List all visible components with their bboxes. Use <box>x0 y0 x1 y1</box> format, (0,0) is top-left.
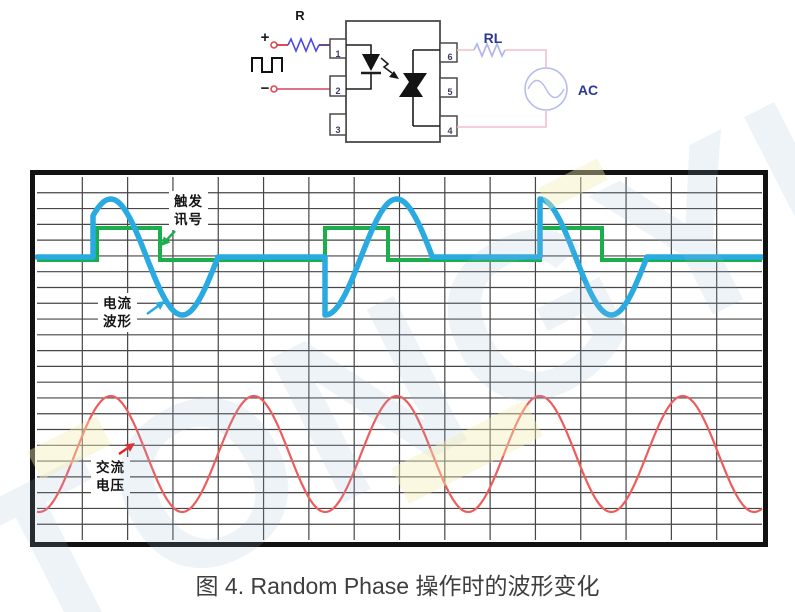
led-cathode-wire <box>346 73 372 90</box>
resistor-r <box>287 36 320 54</box>
pin2-box <box>329 75 347 97</box>
series-current-waveform <box>34 196 765 318</box>
ac-voltage-label-line2: 电压 <box>96 477 125 493</box>
current-waveform-label: 电流 波形 <box>98 293 137 333</box>
optocoupler-body <box>345 20 441 143</box>
ac-source-sine-icon <box>527 79 565 99</box>
figure-caption: 图 4. Random Phase 操作时的波形变化 <box>195 573 600 599</box>
trigger-signal-label-line2: 讯号 <box>174 211 203 227</box>
pin1-number: 1 <box>335 49 340 59</box>
trigger-signal-label: 触发 讯号 <box>169 191 208 231</box>
minus-terminal <box>270 85 278 93</box>
pin3-number: 3 <box>335 125 340 135</box>
ac-label: AC <box>578 82 598 98</box>
current-waveform-label-line1: 电流 <box>103 296 132 311</box>
led-icon <box>362 54 380 71</box>
pin5-number: 5 <box>447 87 452 97</box>
triac-icon <box>403 73 427 91</box>
plus-label: + <box>261 29 270 46</box>
chart-grid <box>37 177 762 540</box>
plus-terminal <box>270 41 278 49</box>
minus-label: − <box>261 80 270 97</box>
trigger-signal-label-line1: 触发 <box>174 194 203 209</box>
pin3-box <box>329 113 347 136</box>
circuit-diagram: + R − 1 2 3 6 5 4 <box>251 8 598 143</box>
chart-border <box>30 170 768 547</box>
wire-ac-to-pin4 <box>457 110 547 128</box>
led-anode-wire <box>346 44 372 54</box>
light-coupling-arrow-icon <box>380 57 393 74</box>
ac-voltage-label: 交流 电压 <box>91 457 130 497</box>
pin6-box <box>439 42 458 63</box>
r-label: R <box>295 8 305 23</box>
wire-rl-to-ac <box>505 49 547 68</box>
pin6-number: 6 <box>447 52 452 62</box>
waveform-chart <box>30 170 768 547</box>
light-coupling-arrowhead <box>389 71 399 79</box>
pin5-box <box>439 77 458 98</box>
rl-label: RL <box>484 30 503 46</box>
pin4-number: 4 <box>447 126 452 136</box>
pin2-number: 2 <box>335 86 340 96</box>
annotation-arrows <box>118 230 176 455</box>
pin1-box <box>329 38 347 59</box>
triac-icon-lower <box>399 79 423 97</box>
current-waveform-label-line2: 波形 <box>103 313 132 329</box>
ac-voltage-label-line1: 交流 <box>96 460 125 475</box>
series-ac-voltage <box>36 394 763 514</box>
resistor-rl <box>473 41 506 59</box>
square-wave-icon <box>251 57 283 73</box>
series-trigger-signal <box>37 226 762 262</box>
